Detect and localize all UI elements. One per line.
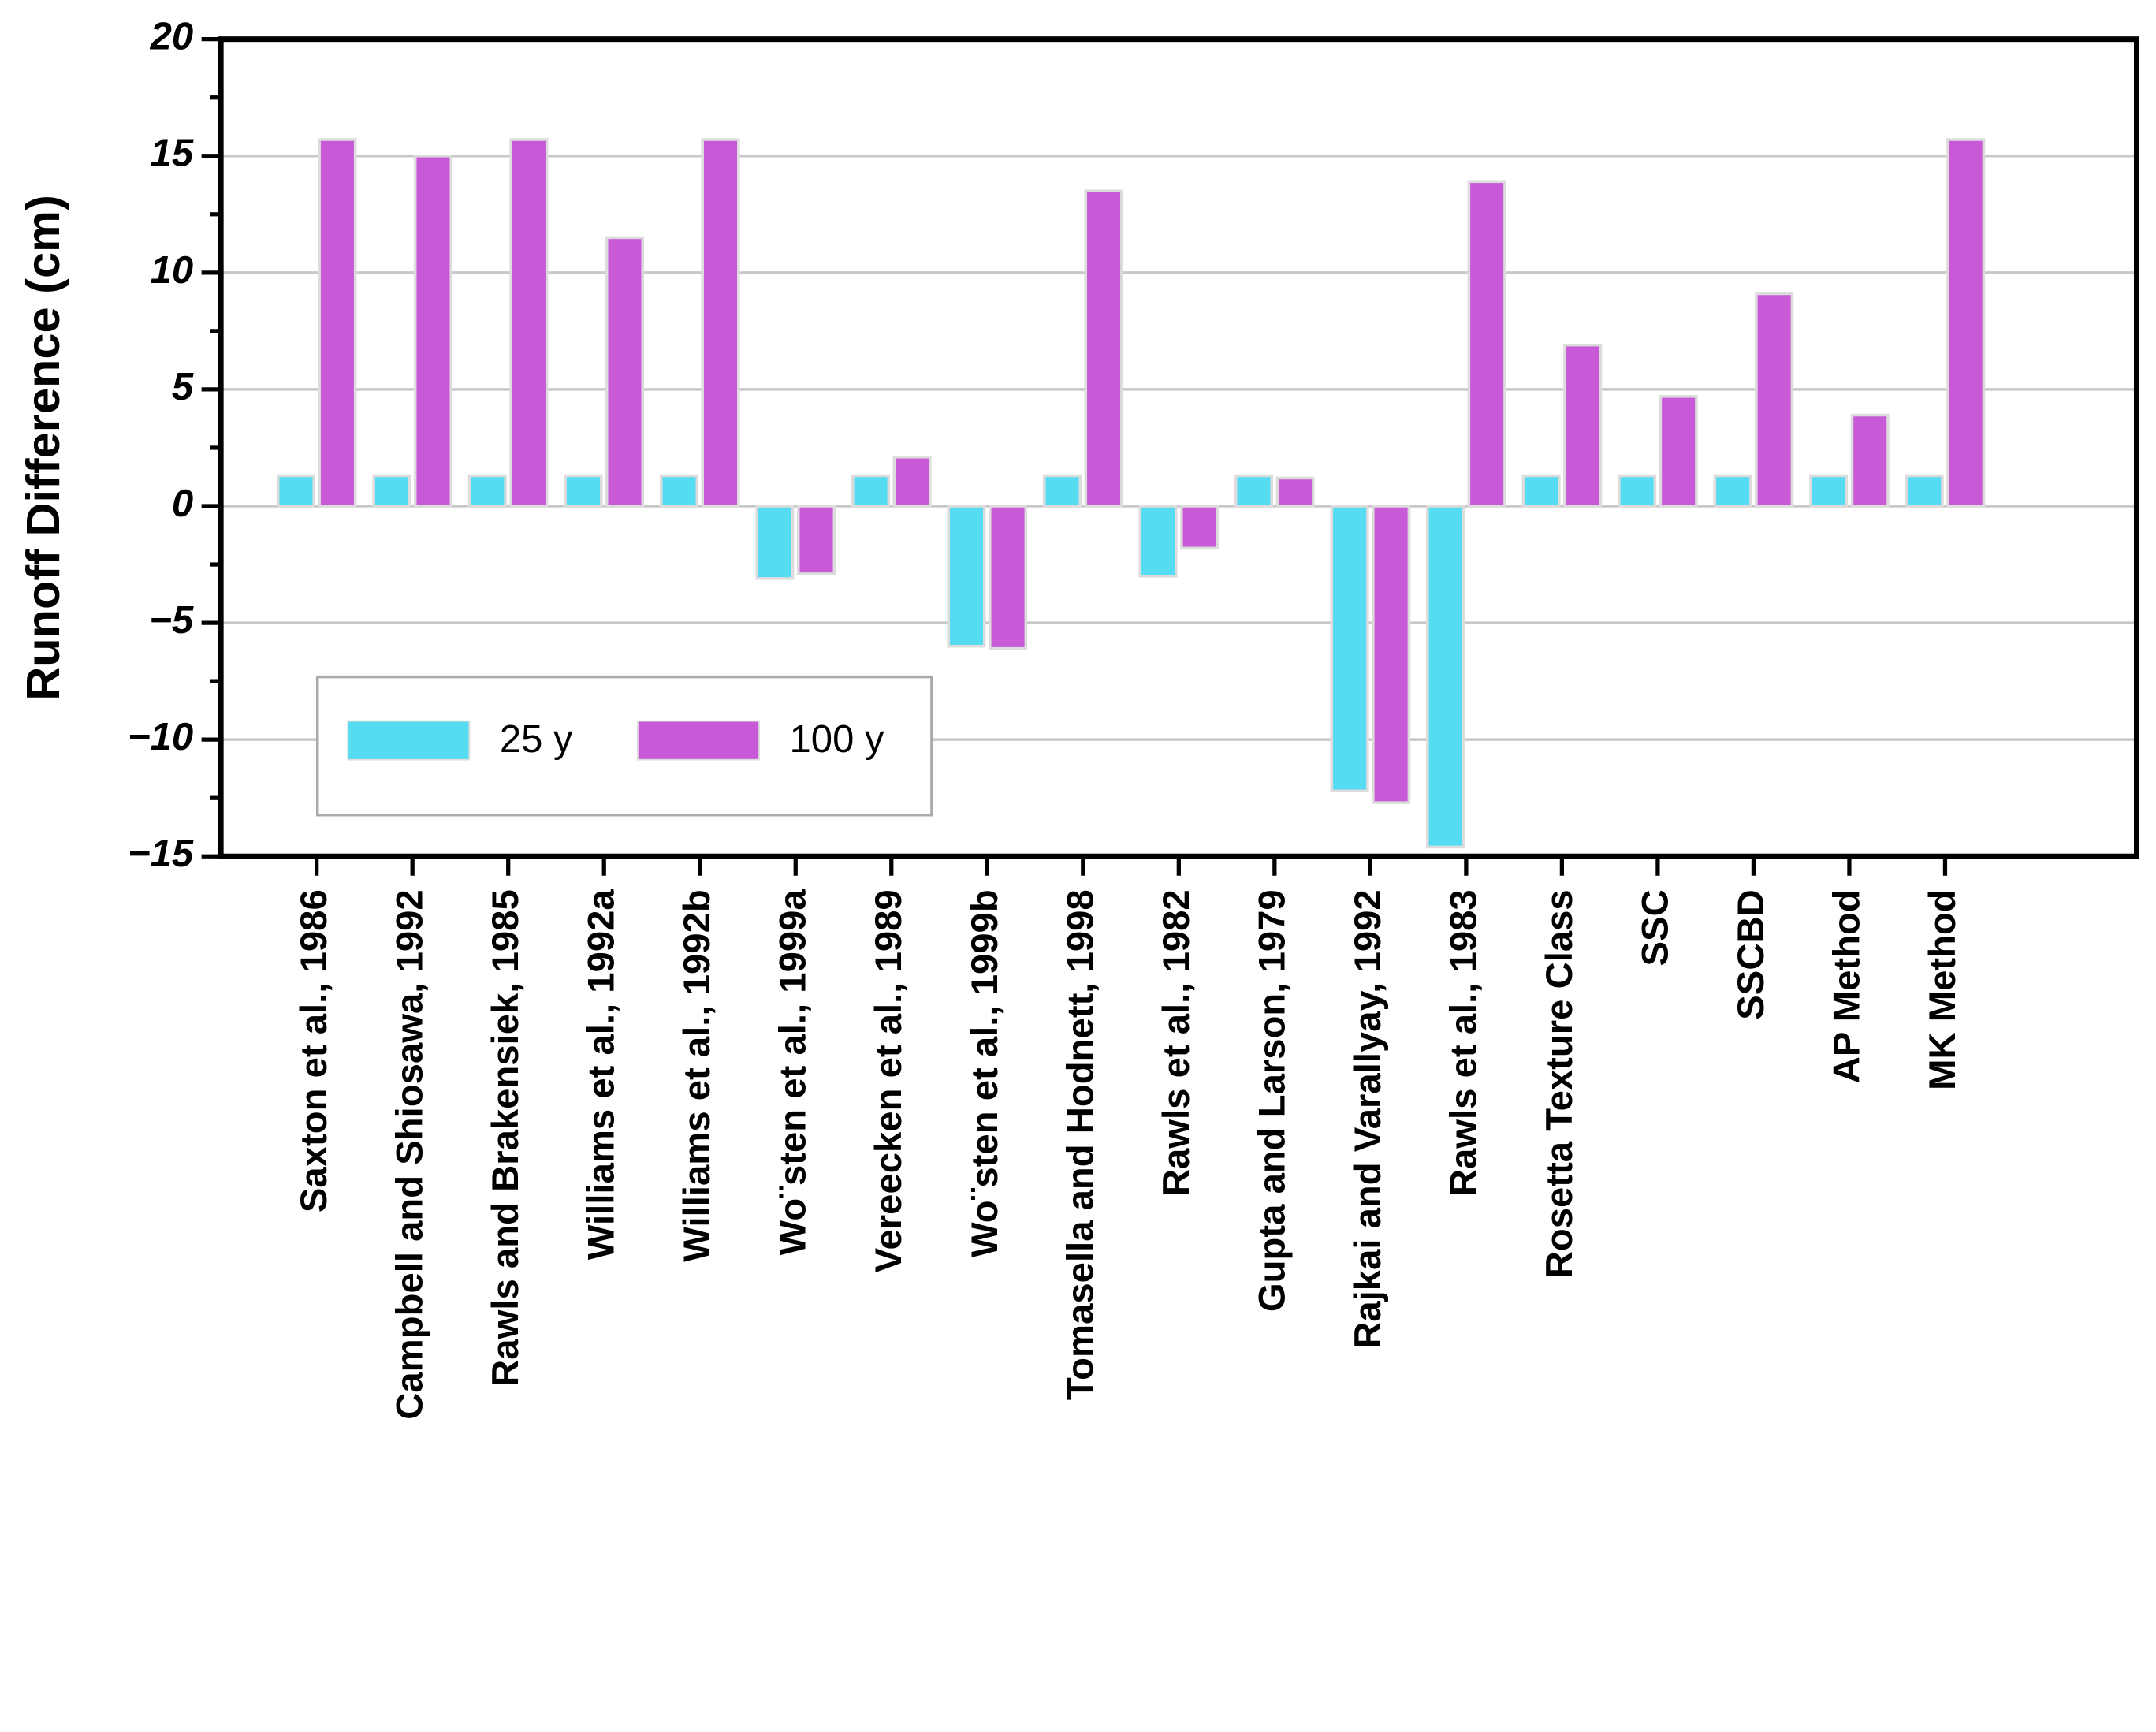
legend: 25 y 100 y xyxy=(315,675,933,817)
x-tick-label: Rawls et al., 1982 xyxy=(1156,889,1197,1196)
bar xyxy=(989,505,1028,650)
bar xyxy=(1180,505,1219,550)
x-tick-label: Vereecken et al., 1989 xyxy=(868,889,910,1272)
bar xyxy=(1659,395,1698,508)
bar xyxy=(797,505,836,575)
x-tick-label: Rawls and Brakensiek, 1985 xyxy=(485,889,527,1387)
x-tick-label: Wo¨sten et al., 1999b xyxy=(964,889,1006,1257)
bar xyxy=(413,155,452,508)
x-tick-label: MK Method xyxy=(1922,889,1964,1090)
bar xyxy=(851,474,891,508)
legend-swatch xyxy=(637,720,760,761)
bar xyxy=(1563,343,1603,508)
x-tick-label: SSCBD xyxy=(1730,889,1772,1019)
plot-frame xyxy=(218,36,2139,859)
y-tick-label: 10 xyxy=(151,249,194,292)
bar xyxy=(947,505,986,648)
y-tick-label: −5 xyxy=(149,599,194,642)
y-tick-label: −10 xyxy=(128,716,193,758)
bar xyxy=(1372,505,1411,804)
x-tick-label: Williams et al., 1992a xyxy=(581,889,623,1261)
bar xyxy=(659,474,698,508)
x-tick-label: Gupta and Larson, 1979 xyxy=(1251,889,1293,1312)
x-tick-label: AP Method xyxy=(1826,889,1867,1083)
y-tick-label: 20 xyxy=(150,16,194,58)
x-tick-label: Rawls et al., 1983 xyxy=(1443,889,1484,1196)
legend-swatch xyxy=(347,720,471,761)
legend-label: 100 y xyxy=(790,718,884,761)
bar xyxy=(276,474,315,508)
x-tick-label: Wo¨sten et al., 1999a xyxy=(773,889,814,1256)
x-tick-label: Campbell and Shiosawa, 1992 xyxy=(389,889,431,1419)
bar xyxy=(755,505,795,580)
bar xyxy=(509,138,549,508)
bar xyxy=(467,474,507,508)
y-tick-label: 15 xyxy=(151,132,194,175)
x-tick-label: Rajkai and Varallyay, 1992 xyxy=(1347,889,1389,1348)
y-tick-label: 5 xyxy=(172,366,194,408)
x-tick-label: Rosetta Texture Class xyxy=(1539,889,1581,1278)
bar xyxy=(892,456,932,508)
bar xyxy=(1234,474,1274,508)
bar xyxy=(701,138,740,508)
bar xyxy=(1138,505,1178,578)
y-tick-label: −15 xyxy=(128,832,194,875)
bar xyxy=(1809,474,1849,508)
x-tick-label: Williams et al., 1992b xyxy=(676,889,718,1261)
y-tick-label: 0 xyxy=(172,482,193,525)
x-tick-label: SSC xyxy=(1634,889,1676,966)
bar xyxy=(1084,189,1123,508)
bar xyxy=(564,474,603,508)
bar xyxy=(1467,180,1506,508)
bar xyxy=(372,474,411,508)
x-tick-label: Tomasella and Hodnett, 1998 xyxy=(1059,889,1101,1400)
bar xyxy=(1275,476,1315,508)
bar xyxy=(1521,474,1561,508)
bar xyxy=(1905,474,1944,508)
bar xyxy=(1755,292,1794,508)
bar xyxy=(605,236,644,508)
bar xyxy=(318,138,357,508)
bar xyxy=(1043,474,1082,508)
bar xyxy=(1426,505,1465,849)
y-axis-label: Runoff Difference (cm) xyxy=(17,195,69,700)
bar xyxy=(1330,505,1369,793)
bar xyxy=(1946,138,1986,508)
bar xyxy=(1713,474,1752,508)
bar xyxy=(1850,413,1890,508)
legend-label: 25 y xyxy=(500,718,573,761)
bar xyxy=(1618,474,1657,508)
x-tick-label: Saxton et al., 1986 xyxy=(293,889,335,1212)
